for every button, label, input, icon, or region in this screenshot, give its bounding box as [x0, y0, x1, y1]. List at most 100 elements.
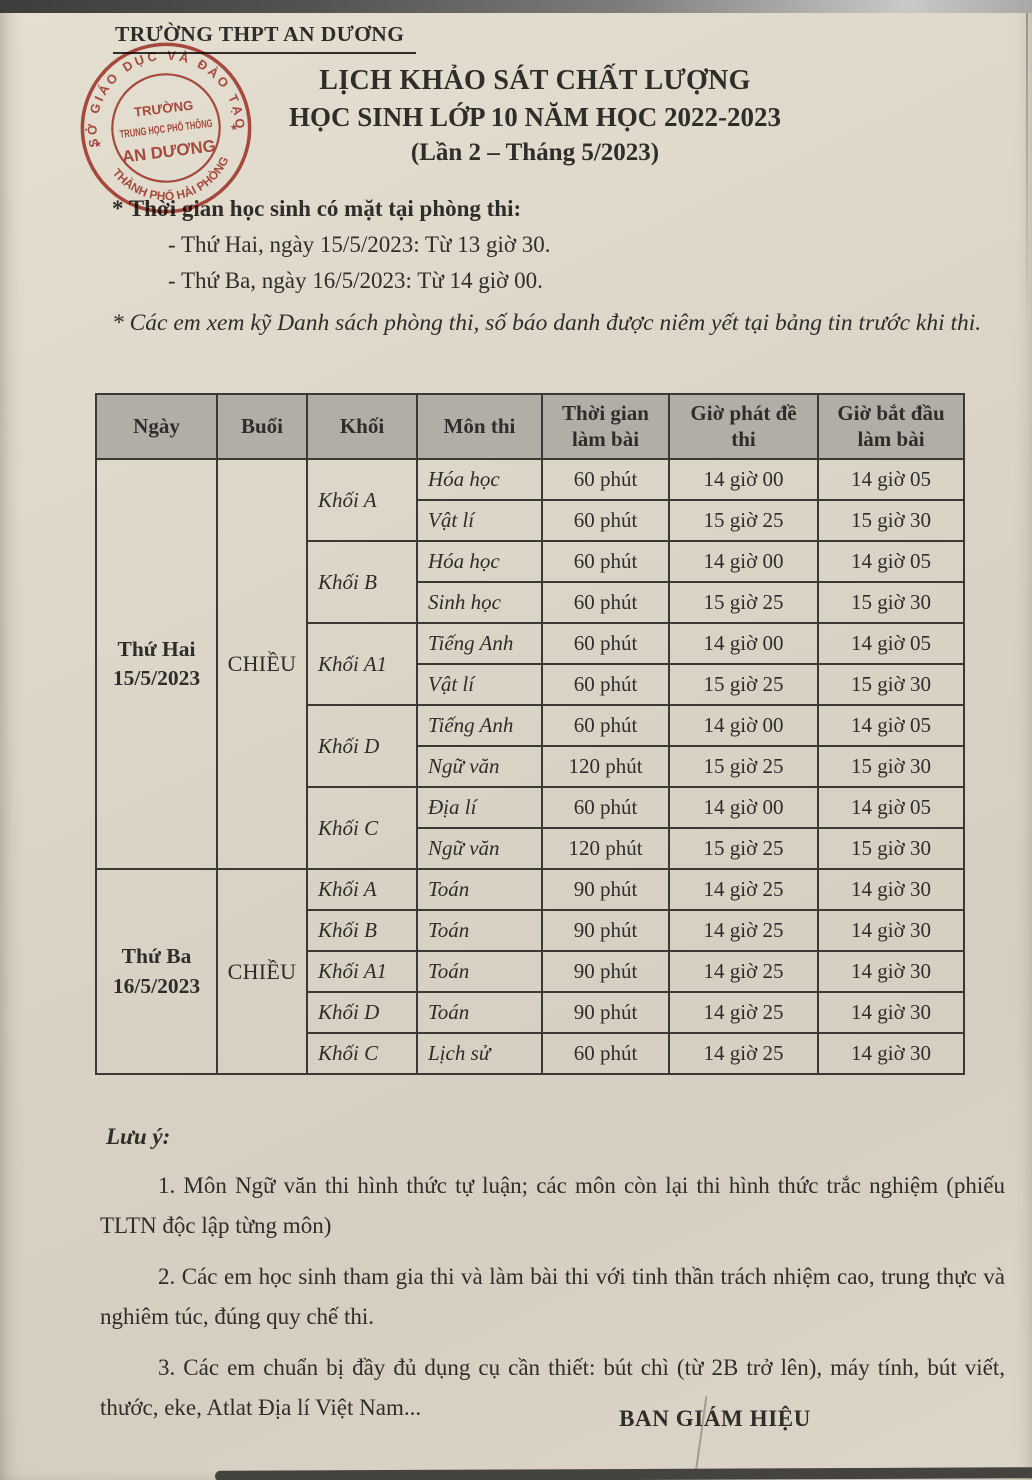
notes-section: Lưu ý: 1. Môn Ngữ văn thi hình thức tự l…: [100, 1124, 1005, 1439]
group-cell: Khối B: [306, 909, 418, 952]
duration-cell: 120 phút: [541, 827, 670, 870]
subject-cell: Toán: [416, 868, 543, 911]
group-cell: Khối D: [306, 991, 418, 1034]
day-cell: Thứ Ba 16/5/2023: [95, 868, 218, 1075]
start-time-cell: 14 giờ 05: [817, 540, 965, 583]
info-note: * Các em xem kỹ Danh sách phòng thi, số …: [112, 310, 982, 336]
start-time-cell: 14 giờ 05: [817, 622, 965, 665]
stamp-center-line3: AN DƯƠNG: [121, 136, 217, 166]
start-time-cell: 15 giờ 30: [817, 581, 965, 624]
exam-info: * Thời gian học sinh có mặt tại phòng th…: [112, 196, 990, 342]
col-header-ngay: Ngày: [95, 393, 218, 460]
stamp-inner-ring: [111, 73, 221, 183]
duration-cell: 90 phút: [541, 909, 670, 952]
col-header-gio-bat-dau: Giờ bắt đầu làm bài: [817, 393, 965, 460]
paper-crease: [1026, 13, 1028, 333]
note-paragraph-3: 3. Các em chuẩn bị đầy đủ dụng cụ cần th…: [100, 1355, 1005, 1420]
col-header-mon-thi: Môn thi: [416, 393, 543, 460]
group-cell: Khối A1: [306, 950, 418, 993]
start-time-cell: 14 giờ 30: [817, 909, 965, 952]
subject-cell: Hóa học: [416, 540, 543, 583]
start-time-cell: 15 giờ 30: [817, 827, 965, 870]
table-row: Thứ Ba 16/5/2023 CHIỀU Khối A Toán 90 ph…: [95, 868, 965, 1075]
note-paragraph-1: 1. Môn Ngữ văn thi hình thức tự luận; cá…: [100, 1173, 1005, 1238]
title-line3: (Lần 2 – Tháng 5/2023): [410, 139, 660, 166]
handout-time-cell: 14 giờ 00: [668, 458, 819, 501]
info-heading: * Thời gian học sinh có mặt tại phòng th…: [112, 196, 522, 221]
handout-time-cell: 14 giờ 25: [668, 909, 819, 952]
table-row: Khối D Toán 90 phút 14 giờ 25 14 giờ 30: [96, 991, 965, 1034]
handout-time-cell: 14 giờ 00: [668, 622, 819, 665]
duration-cell: 60 phút: [541, 1032, 670, 1075]
subject-cell: Toán: [416, 909, 543, 952]
duration-cell: 120 phút: [541, 745, 670, 788]
duration-cell: 60 phút: [541, 622, 670, 665]
handout-time-cell: 15 giờ 25: [668, 827, 819, 870]
table-row: Sinh học 60 phút 15 giờ 25 15 giờ 30: [96, 581, 965, 624]
duration-cell: 90 phút: [541, 950, 670, 993]
start-time-cell: 14 giờ 05: [817, 704, 965, 747]
duration-cell: 90 phút: [541, 991, 670, 1034]
school-name: TRƯỜNG THPT AN DƯƠNG: [113, 22, 417, 54]
table-header-row: Ngày Buổi Khối Môn thi Thời gian làm bài…: [95, 393, 965, 460]
info-item-monday: - Thứ Hai, ngày 15/5/2023: Từ 13 giờ 30.: [168, 232, 551, 257]
star-icon: ★: [229, 122, 239, 134]
table-row: Vật lí 60 phút 15 giờ 25 15 giờ 30: [96, 663, 965, 706]
table-row: Ngữ văn 120 phút 15 giờ 25 15 giờ 30: [96, 827, 965, 870]
subject-cell: Tiếng Anh: [416, 704, 543, 747]
table-row: Ngữ văn 120 phút 15 giờ 25 15 giờ 30: [96, 745, 965, 788]
table-row: Khối A1 Toán 90 phút 14 giờ 25 14 giờ 30: [96, 950, 965, 993]
session-cell: CHIỀU: [216, 458, 308, 870]
subject-cell: Địa lí: [416, 786, 543, 829]
info-item-tuesday: - Thứ Ba, ngày 16/5/2023: Từ 14 giờ 00.: [168, 268, 543, 293]
start-time-cell: 14 giờ 05: [817, 458, 965, 501]
duration-cell: 60 phút: [541, 786, 670, 829]
table-row: Khối A1 Tiếng Anh 60 phút 14 giờ 00 14 g…: [96, 622, 965, 706]
subject-cell: Vật lí: [416, 499, 543, 542]
handout-time-cell: 14 giờ 25: [668, 1032, 819, 1075]
table-row: Khối B Hóa học 60 phút 14 giờ 00 14 giờ …: [96, 540, 965, 624]
subject-cell: Hóa học: [416, 458, 543, 501]
star-icon: ★: [93, 138, 103, 150]
day-cell: Thứ Hai 15/5/2023: [95, 458, 218, 870]
col-header-khoi: Khối: [306, 393, 418, 460]
subject-cell: Sinh học: [416, 581, 543, 624]
document-title: LỊCH KHẢO SÁT CHẤT LƯỢNG HỌC SINH LỚP 10…: [225, 62, 845, 170]
handout-time-cell: 14 giờ 25: [668, 991, 819, 1034]
start-time-cell: 14 giờ 05: [817, 786, 965, 829]
title-line2: HỌC SINH LỚP 10 NĂM HỌC 2022-2023: [288, 102, 781, 132]
stamp-center-line1: TRƯỜNG: [133, 98, 194, 120]
handout-time-cell: 14 giờ 00: [668, 786, 819, 829]
signature-block: BAN GIÁM HIỆU: [619, 1406, 811, 1431]
duration-cell: 60 phút: [541, 540, 670, 583]
group-cell: Khối A: [306, 458, 418, 542]
title-line1: LỊCH KHẢO SÁT CHẤT LƯỢNG: [319, 65, 751, 96]
duration-cell: 60 phút: [541, 499, 670, 542]
duration-cell: 60 phút: [541, 663, 670, 706]
table-row: Khối C Địa lí 60 phút 14 giờ 00 14 giờ 0…: [96, 786, 965, 870]
col-header-thoi-gian: Thời gian làm bài: [541, 393, 670, 460]
day-name: Thứ Ba: [121, 944, 192, 969]
duration-cell: 60 phút: [541, 704, 670, 747]
duration-cell: 60 phút: [541, 458, 670, 501]
start-time-cell: 15 giờ 30: [817, 663, 965, 706]
day-date: 16/5/2023: [112, 973, 201, 998]
table-row: Vật lí 60 phút 15 giờ 25 15 giờ 30: [96, 499, 965, 542]
notes-label: Lưu ý:: [106, 1124, 171, 1149]
handout-time-cell: 14 giờ 25: [668, 950, 819, 993]
start-time-cell: 15 giờ 30: [817, 745, 965, 788]
group-cell: Khối A1: [306, 622, 418, 706]
school-seal-stamp: SỞ GIÁO DỤC VÀ ĐÀO TẠO THÀNH PHỐ HẢI PHÒ…: [78, 40, 252, 214]
scan-edge-top: [0, 0, 1032, 13]
group-cell: Khối D: [306, 704, 418, 788]
subject-cell: Tiếng Anh: [416, 622, 543, 665]
handout-time-cell: 14 giờ 00: [668, 704, 819, 747]
start-time-cell: 14 giờ 30: [817, 991, 965, 1034]
handout-time-cell: 15 giờ 25: [668, 499, 819, 542]
start-time-cell: 15 giờ 30: [817, 499, 965, 542]
table-row: Khối B Toán 90 phút 14 giờ 25 14 giờ 30: [96, 909, 965, 952]
group-cell: Khối C: [306, 786, 418, 870]
table-row: Khối C Lịch sử 60 phút 14 giờ 25 14 giờ …: [96, 1032, 965, 1075]
subject-cell: Toán: [416, 991, 543, 1034]
